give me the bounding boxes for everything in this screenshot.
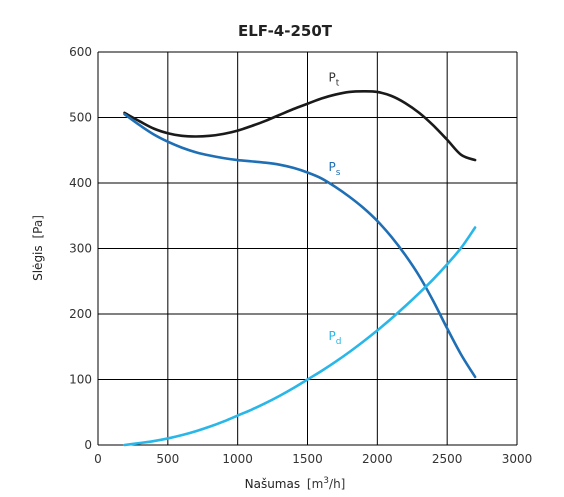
y-tick-label: 500: [69, 111, 92, 125]
y-tick-label: 300: [69, 242, 92, 256]
y-tick-label: 100: [69, 373, 92, 387]
y-axis-label: Slėgis [Pa]: [31, 215, 45, 281]
series-line-pd: [123, 226, 477, 447]
x-tick-label: 1000: [222, 452, 253, 466]
y-tick-label: 0: [84, 438, 92, 452]
series-line-pt: [123, 89, 477, 162]
x-axis-ticks: 0 500 1000 1500 2000 2500 3000: [94, 452, 532, 466]
x-axis-label: Našumas [m3/h]: [245, 476, 346, 491]
x-tick-label: 2000: [362, 452, 393, 466]
series-label-pd: Pd: [328, 329, 341, 347]
chart-title: ELF-4-250T: [238, 22, 333, 40]
grid: [97, 51, 518, 446]
y-tick-label: 600: [69, 45, 92, 59]
x-tick-label: 2500: [432, 452, 463, 466]
series-label-pt: Pt: [328, 70, 339, 88]
x-tick-label: 500: [156, 452, 179, 466]
series-labels: Pt Ps Pd: [328, 70, 341, 347]
x-tick-label: 3000: [502, 452, 533, 466]
x-tick-label: 0: [94, 452, 102, 466]
series-line-ps: [123, 112, 477, 379]
x-tick-label: 1500: [292, 452, 323, 466]
y-tick-label: 400: [69, 176, 92, 190]
series-lines: [123, 89, 477, 447]
y-axis-ticks: 0 100 200 300 400 500 600: [69, 45, 92, 452]
y-tick-label: 200: [69, 307, 92, 321]
series-label-ps: Ps: [328, 160, 340, 178]
